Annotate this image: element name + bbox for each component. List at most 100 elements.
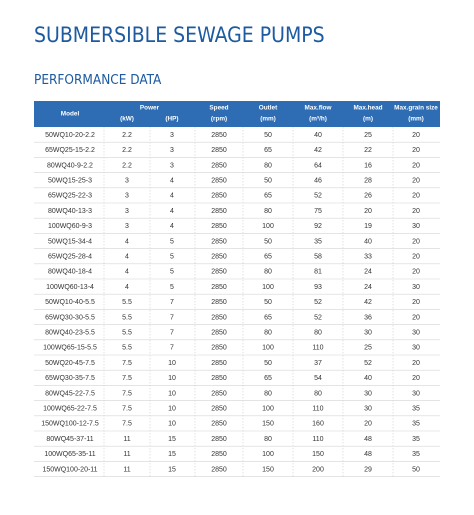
cell: 30: [364, 330, 372, 337]
cell: 4: [170, 178, 174, 185]
cell: 93: [314, 284, 322, 291]
cell: 2850: [211, 406, 227, 413]
cell: 2.2: [122, 147, 132, 154]
cell: 2850: [211, 208, 227, 215]
cell: 100: [262, 223, 274, 230]
cell: 3: [125, 223, 129, 230]
cell: 80: [264, 390, 272, 397]
cell: 65: [264, 254, 272, 261]
cell: 50: [264, 299, 272, 306]
cell: 5.5: [122, 314, 132, 321]
cell: 52: [314, 299, 322, 306]
cell: 80WQ45-22-7.5: [45, 390, 95, 397]
cell: 10: [168, 360, 176, 367]
cell: 20: [412, 375, 420, 382]
cell: 3: [170, 162, 174, 169]
cell: 24: [364, 284, 372, 291]
cell: 64: [314, 162, 322, 169]
cell: 2850: [211, 314, 227, 321]
cell: 160: [312, 421, 324, 428]
cell: 48: [364, 451, 372, 458]
cell: 2850: [211, 360, 227, 367]
cell: 30: [412, 390, 420, 397]
header-unit: (mm): [408, 116, 424, 123]
cell: 3: [125, 193, 129, 200]
cell: 20: [412, 162, 420, 169]
cell: 75: [314, 208, 322, 215]
header-label: Max.grain size: [394, 105, 438, 112]
cell: 35: [412, 406, 420, 413]
cell: 50: [264, 178, 272, 185]
cell: 2850: [211, 147, 227, 154]
cell: 3: [125, 178, 129, 185]
cell: 20: [412, 147, 420, 154]
cell: 36: [364, 314, 372, 321]
cell: 80: [264, 436, 272, 443]
cell: 80WQ40-13-3: [48, 208, 92, 215]
cell: 16: [364, 162, 372, 169]
cell: 5.5: [122, 345, 132, 352]
cell: 7.5: [122, 375, 132, 382]
cell: 50WQ10-20-2.2: [45, 132, 95, 139]
cell: 35: [412, 451, 420, 458]
cell: 50: [264, 132, 272, 139]
cell: 20: [412, 299, 420, 306]
cell: 65: [264, 375, 272, 382]
cell: 100: [262, 345, 274, 352]
cell: 20: [412, 178, 420, 185]
cell: 2850: [211, 193, 227, 200]
cell: 20: [412, 208, 420, 215]
cell: 30: [412, 284, 420, 291]
cell: 80WQ40-18-4: [48, 269, 92, 276]
cell: 15: [168, 466, 176, 473]
cell: 2850: [211, 436, 227, 443]
cell: 20: [364, 421, 372, 428]
cell: 2850: [211, 345, 227, 352]
cell: 52: [314, 193, 322, 200]
header-label: Speed: [209, 105, 228, 112]
cell: 4: [125, 254, 129, 261]
cell: 2850: [211, 421, 227, 428]
cell: 52: [364, 360, 372, 367]
title: SUBMERSIBLE SEWAGE PUMPS: [34, 23, 325, 47]
cell: 30: [364, 390, 372, 397]
cell: 110: [312, 345, 323, 352]
cell: 7.5: [122, 421, 132, 428]
cell: 4: [125, 269, 129, 276]
cell: 30: [412, 223, 420, 230]
cell: 52: [314, 314, 322, 321]
header-label: Power: [140, 105, 160, 112]
cell: 7: [170, 314, 174, 321]
cell: 80: [264, 269, 272, 276]
cell: 80WQ40-9-2.2: [47, 162, 93, 169]
cell: 48: [364, 436, 372, 443]
header-unit: (mm): [260, 116, 276, 123]
cell: 100WQ60-9-3: [48, 223, 92, 230]
cell: 2850: [211, 390, 227, 397]
cell: 20: [364, 208, 372, 215]
cell: 110: [312, 436, 323, 443]
cell: 50: [412, 466, 420, 473]
cell: 2850: [211, 254, 227, 261]
cell: 92: [314, 223, 322, 230]
cell: 42: [364, 299, 372, 306]
cell: 150: [262, 421, 274, 428]
cell: 20: [412, 360, 420, 367]
cell: 50: [264, 360, 272, 367]
cell: 26: [364, 193, 372, 200]
cell: 2850: [211, 223, 227, 230]
cell: 22: [364, 147, 372, 154]
cell: 24: [364, 269, 372, 276]
cell: 80: [264, 208, 272, 215]
cell: 20: [412, 314, 420, 321]
cell: 2850: [211, 132, 227, 139]
cell: 2850: [211, 330, 227, 337]
cell: 50WQ15-25-3: [48, 178, 92, 185]
header-unit: (m³/h): [309, 116, 327, 123]
cell: 4: [125, 238, 129, 245]
cell: 65WQ25-28-4: [48, 254, 92, 261]
cell: 30: [364, 406, 372, 413]
table-header-bg: [34, 101, 440, 127]
cell: 25: [364, 345, 372, 352]
cell: 100: [262, 284, 274, 291]
